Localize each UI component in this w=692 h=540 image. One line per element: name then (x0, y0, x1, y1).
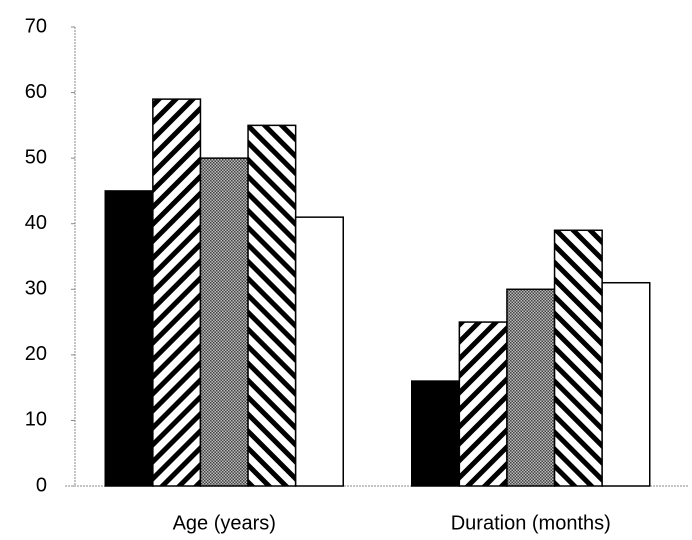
y-tick-label: 50 (25, 146, 47, 168)
x-tick-label: Duration (months) (451, 512, 611, 534)
y-tick-label: 40 (25, 212, 47, 234)
y-tick-label: 10 (25, 409, 47, 431)
y-tick-label: 60 (25, 81, 47, 103)
bar (294, 216, 344, 487)
bar (553, 229, 603, 487)
bar (104, 190, 154, 487)
bar (458, 321, 508, 487)
y-tick-label: 0 (36, 474, 47, 496)
x-tick-label: Age (years) (173, 512, 276, 534)
y-tick-label: 20 (25, 343, 47, 365)
y-tick-label: 30 (25, 278, 47, 300)
bar (506, 288, 556, 487)
bar (199, 157, 249, 487)
bar (247, 124, 297, 487)
y-tick-label: 70 (25, 15, 47, 37)
bar (152, 98, 202, 487)
bar (601, 281, 651, 487)
bar (411, 380, 461, 487)
